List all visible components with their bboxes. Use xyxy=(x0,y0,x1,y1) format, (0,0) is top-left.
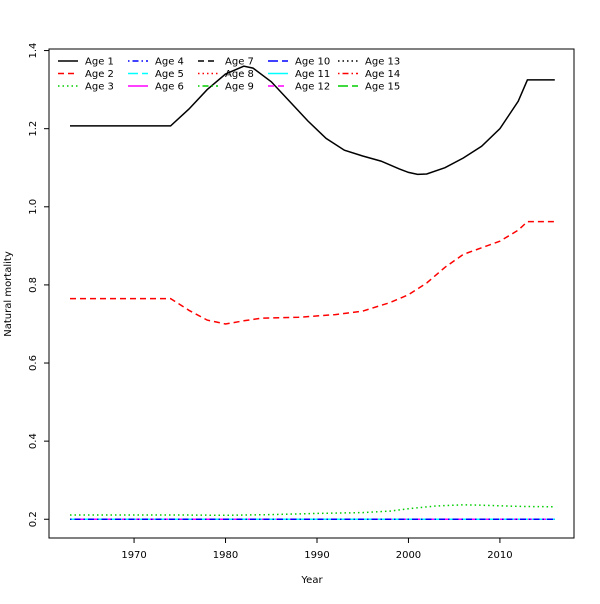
legend-label: Age 4 xyxy=(155,57,184,68)
legend-label: Age 11 xyxy=(295,69,330,80)
legend-item-age-1: Age 1 xyxy=(58,57,114,68)
legend-label: Age 7 xyxy=(225,57,254,68)
series-layer xyxy=(70,65,555,521)
legend-item-age-2: Age 2 xyxy=(58,69,114,80)
legend-label: Age 3 xyxy=(85,82,114,93)
y-axis: 0.2 0.4 0.6 0.8 1.0 1.2 1.4 xyxy=(28,43,49,527)
x-tick-label: 2010 xyxy=(487,550,512,561)
y-tick-label: 0.4 xyxy=(28,433,39,449)
y-tick-label: 0.8 xyxy=(28,277,39,293)
legend-label: Age 5 xyxy=(155,69,184,80)
series-line-age-3 xyxy=(70,504,555,517)
series-line-age-1 xyxy=(70,65,555,176)
x-axis: 1970 1980 1990 2000 2010 xyxy=(121,538,513,561)
x-axis-label: Year xyxy=(300,575,323,586)
x-tick-label: 1990 xyxy=(304,550,329,561)
legend-item-age-12: Age 12 xyxy=(268,82,330,93)
legend-label: Age 2 xyxy=(85,69,114,80)
y-tick-label: 0.6 xyxy=(28,355,39,371)
legend-item-age-10: Age 10 xyxy=(268,57,330,68)
legend-label: Age 12 xyxy=(295,82,330,93)
y-tick-label: 1.0 xyxy=(28,199,39,215)
plot-frame xyxy=(48,48,575,539)
x-tick-label: 2000 xyxy=(396,550,421,561)
y-tick-label: 1.2 xyxy=(28,121,39,137)
legend-item-age-13: Age 13 xyxy=(338,57,400,68)
legend-label: Age 9 xyxy=(225,82,254,93)
legend-item-age-4: Age 4 xyxy=(128,57,184,68)
legend-item-age-15: Age 15 xyxy=(338,82,400,93)
legend-label: Age 6 xyxy=(155,82,184,93)
x-tick-label: 1970 xyxy=(121,550,146,561)
legend-item-age-14: Age 14 xyxy=(338,69,400,80)
legend-label: Age 13 xyxy=(365,57,400,68)
series-line-age-2 xyxy=(70,220,555,325)
legend-item-age-3: Age 3 xyxy=(58,82,114,93)
legend-label: Age 10 xyxy=(295,57,330,68)
y-tick-label: 1.4 xyxy=(28,43,39,59)
legend-item-age-8: Age 8 xyxy=(198,69,254,80)
legend-label: Age 1 xyxy=(85,57,114,68)
legend-item-age-5: Age 5 xyxy=(128,69,184,80)
legend-label: Age 14 xyxy=(365,69,400,80)
legend-label: Age 15 xyxy=(365,82,400,93)
legend-item-age-6: Age 6 xyxy=(128,82,184,93)
x-tick-label: 1980 xyxy=(213,550,238,561)
legend-item-age-11: Age 11 xyxy=(268,69,330,80)
legend-item-age-7: Age 7 xyxy=(198,57,254,68)
y-tick-label: 0.2 xyxy=(28,511,39,527)
legend-item-age-9: Age 9 xyxy=(198,82,254,93)
legend-label: Age 8 xyxy=(225,69,254,80)
y-axis-label: Natural mortality xyxy=(3,251,14,337)
